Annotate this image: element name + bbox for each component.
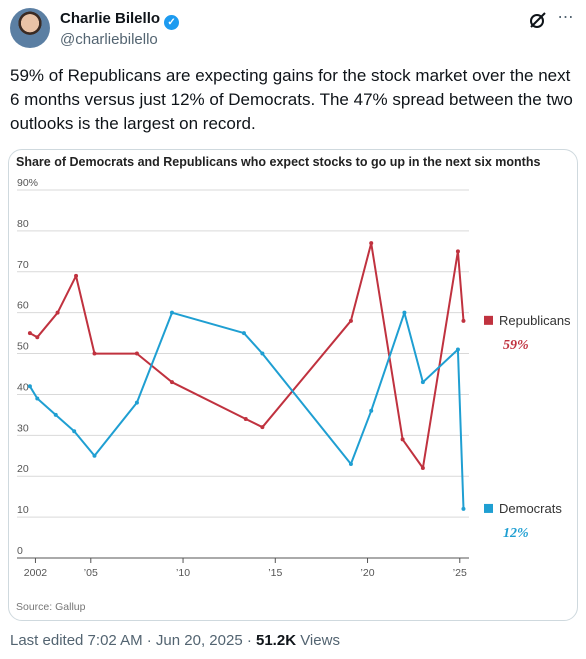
democrats-data-point [369,408,374,413]
republicans-data-point [74,273,79,278]
x-tick-label: ’20 [361,567,375,579]
views-count: 51.2K [256,632,297,649]
chart: Share of Democrats and Republicans who e… [16,155,571,613]
verified-check-icon: ✓ [164,15,180,30]
y-tick-label: 50 [17,341,29,353]
more-options-icon[interactable]: ⋯ [557,9,575,26]
grok-icon[interactable] [528,10,548,30]
republicans-data-point [455,249,460,254]
chart-source: Source: Gallup [16,601,86,613]
republicans-data-point [369,241,374,246]
republicans-legend-swatch [484,315,493,325]
democrats-data-point [455,347,460,352]
democrats-data-point [92,453,97,458]
y-tick-label: 40 [17,381,29,393]
x-tick-label: 2002 [24,567,48,579]
republicans-series-line [29,242,465,469]
y-tick-label: 30 [17,422,29,434]
democrats-end-label: 12% [503,526,529,541]
republicans-data-point [400,437,405,442]
chart-title: Share of Democrats and Republicans who e… [16,155,540,169]
author-handle[interactable]: @charliebilello [60,31,158,48]
democrats-legend-swatch [484,503,493,513]
author-name-text: Charlie Bilello [60,10,161,27]
x-tick-label: ’05 [84,567,98,579]
y-tick-label: 60 [17,300,29,312]
democrats-data-point [402,310,407,315]
democrats-data-point [241,331,246,336]
y-tick-label: 90% [17,177,38,189]
y-tick-label: 20 [17,463,29,475]
republicans-end-label: 59% [503,338,529,353]
republicans-legend-label: Republicans [499,313,571,328]
x-tick-label: ’15 [268,567,282,579]
republicans-data-point [260,425,265,430]
y-tick-label: 0 [17,545,23,557]
author-name[interactable]: Charlie Bilello ✓ [60,10,180,30]
democrats-data-point [35,396,40,401]
democrats-legend-label: Democrats [499,501,562,516]
democrats-data-point [420,380,425,385]
democrats-data-point [27,384,32,389]
republicans-data-point [243,416,248,421]
democrats-data-point [134,400,139,405]
edited-timestamp[interactable]: Last edited 7:02 AM · Jun 20, 2025 · [10,632,256,649]
tweet-footer: Last edited 7:02 AM · Jun 20, 2025 · 51.… [10,632,340,649]
republicans-data-point [55,310,60,315]
x-tick-label: ’25 [453,567,467,579]
tweet-text: 59% of Republicans are expecting gains f… [10,66,573,133]
democrats-data-point [260,351,265,356]
democrats-data-point [53,412,58,417]
democrats-data-point [169,310,174,315]
republicans-data-point [420,466,425,471]
views-label: Views [296,632,340,649]
republicans-data-point [134,351,139,356]
democrats-data-point [348,461,353,466]
avatar[interactable] [10,8,50,48]
republicans-data-point [27,331,32,336]
chart-card[interactable]: Share of Democrats and Republicans who e… [8,149,578,621]
republicans-data-point [348,318,353,323]
y-tick-label: 10 [17,504,29,516]
x-tick-label: ’10 [176,567,190,579]
republicans-data-point [461,318,466,323]
republicans-data-point [35,335,40,340]
democrats-data-point [72,429,77,434]
y-tick-label: 70 [17,259,29,271]
democrats-data-point [461,506,466,511]
republicans-data-point [92,351,97,356]
republicans-data-point [169,380,174,385]
y-tick-label: 80 [17,218,29,230]
